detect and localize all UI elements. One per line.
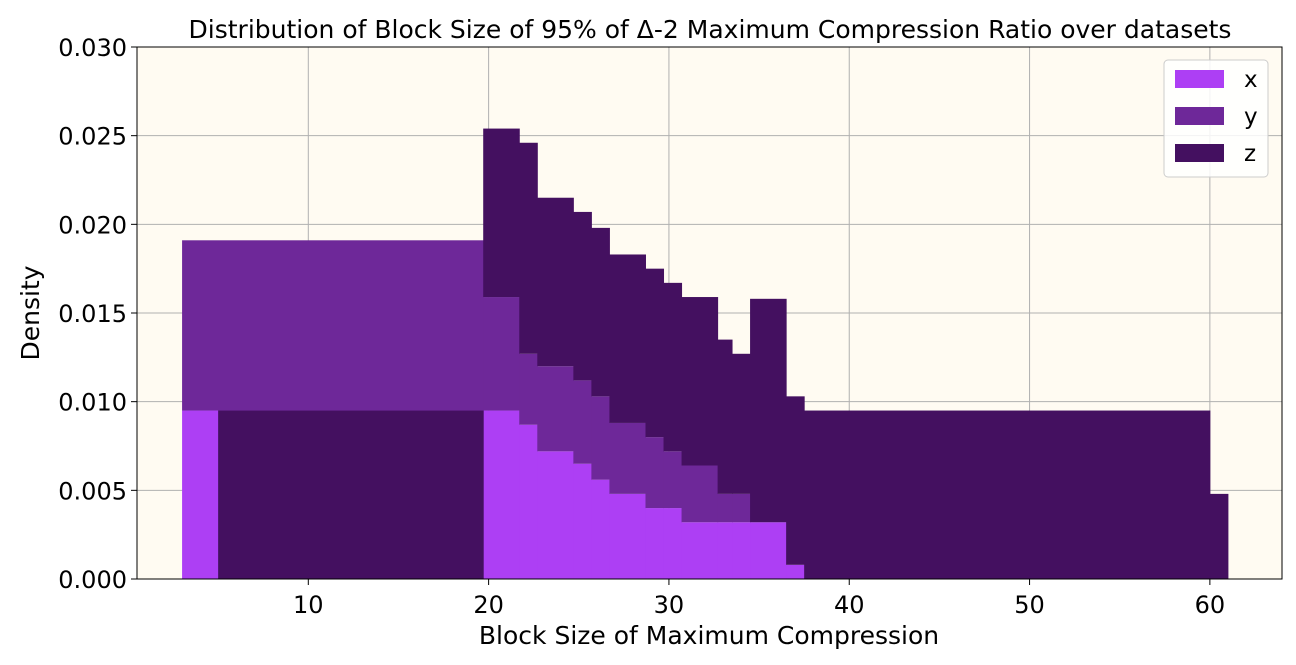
bar-z	[218, 410, 484, 579]
bar-z	[681, 297, 719, 466]
bar-z	[609, 254, 646, 423]
bar-y	[537, 366, 574, 452]
y-tick-label: 0.025	[58, 123, 127, 151]
x-tick-label: 20	[473, 591, 504, 619]
bar-x	[681, 522, 719, 579]
legend-swatch-y	[1175, 107, 1224, 125]
bar-y	[519, 353, 538, 425]
x-tick-label: 50	[1014, 591, 1045, 619]
bar-y	[483, 297, 520, 411]
bar-y	[591, 396, 610, 480]
x-axis-ticks: 10 20 30 40 50 60	[293, 579, 1225, 619]
bar-z	[750, 298, 787, 523]
bar-x	[483, 410, 520, 579]
histogram-bars	[182, 128, 1229, 579]
bar-z	[519, 142, 538, 354]
bar-y	[663, 451, 683, 509]
y-tick-label: 0.020	[58, 211, 127, 239]
bar-x	[786, 564, 805, 579]
y-axis-label: Density	[16, 265, 45, 360]
bar-z	[663, 282, 683, 452]
bar-x	[750, 522, 787, 579]
bar-x	[663, 508, 683, 579]
y-tick-label: 0.005	[58, 477, 127, 505]
legend-swatch-x	[1175, 70, 1224, 88]
bar-y	[681, 465, 719, 523]
bar-y	[645, 437, 665, 509]
bar-y	[717, 493, 733, 523]
bar-z	[573, 211, 592, 381]
bar-z	[645, 268, 665, 438]
bar-x	[537, 451, 574, 579]
bar-y	[732, 493, 751, 523]
x-tick-label: 30	[654, 591, 685, 619]
bar-x	[732, 522, 751, 579]
y-tick-label: 0.015	[58, 300, 127, 328]
legend-label-x: x	[1244, 67, 1258, 93]
bar-x	[591, 479, 610, 579]
y-axis-ticks: 0.000 0.005 0.010 0.015 0.020 0.025 0.030	[58, 34, 137, 594]
bar-x	[573, 463, 592, 579]
legend-label-y: y	[1244, 104, 1258, 130]
bar-z	[591, 227, 610, 397]
bar-z	[1209, 493, 1229, 579]
x-tick-label: 10	[293, 591, 324, 619]
bar-y	[182, 240, 484, 411]
y-tick-label: 0.030	[58, 34, 127, 62]
x-axis-label: Block Size of Maximum Compression	[479, 621, 939, 650]
y-tick-label: 0.010	[58, 389, 127, 417]
bar-z	[483, 128, 520, 298]
x-tick-label: 60	[1195, 591, 1226, 619]
bar-z	[804, 410, 1211, 579]
bar-y	[573, 380, 592, 464]
bar-y	[609, 422, 646, 494]
legend-label-z: z	[1244, 141, 1256, 167]
bar-x	[645, 508, 665, 579]
bar-z	[717, 339, 733, 494]
x-tick-label: 40	[834, 591, 865, 619]
chart-title: Distribution of Block Size of 95% of Δ-2…	[189, 15, 1232, 44]
bar-x	[717, 522, 733, 579]
bar-x	[609, 493, 646, 579]
y-tick-label: 0.000	[58, 566, 127, 594]
bar-z	[732, 353, 751, 494]
bar-x	[519, 424, 538, 579]
legend: xyz	[1163, 59, 1269, 178]
bar-z	[786, 396, 805, 565]
legend-swatch-z	[1175, 144, 1224, 162]
bar-z	[537, 197, 574, 367]
